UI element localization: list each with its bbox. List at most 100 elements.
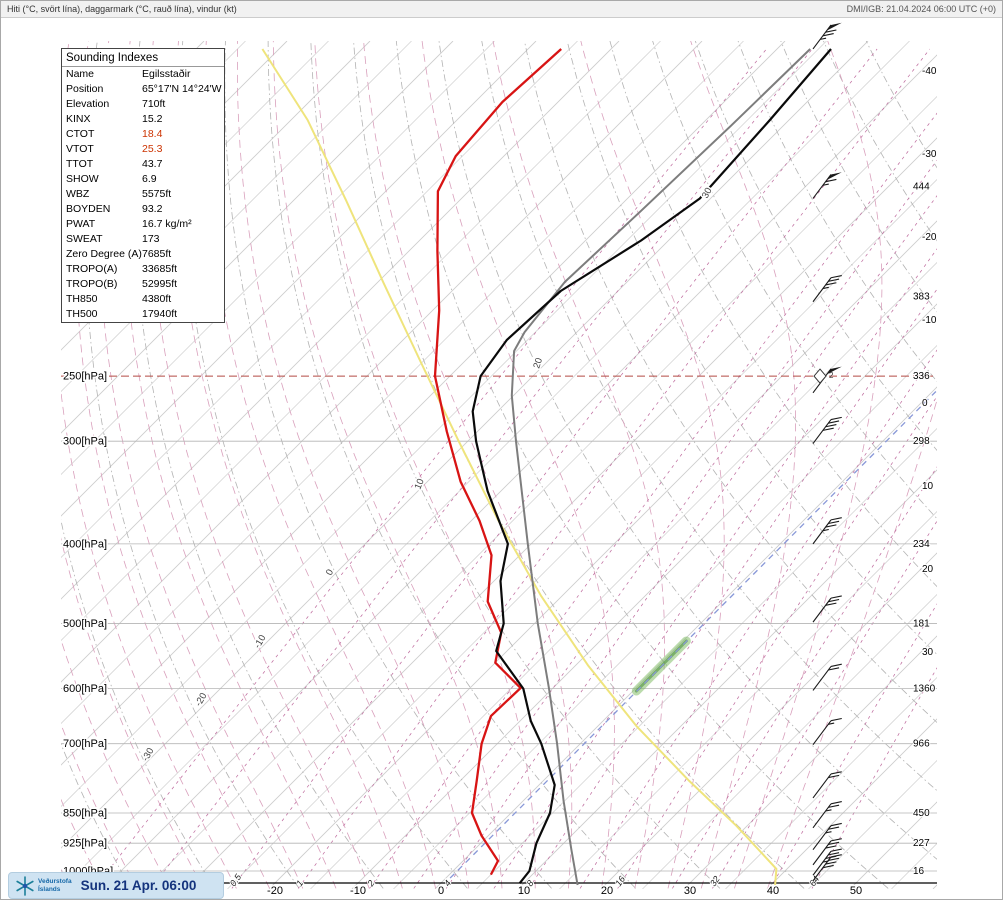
index-label: TROPO(A)	[66, 263, 118, 275]
index-label: TH850	[66, 293, 98, 305]
svg-text:30: 30	[922, 647, 934, 658]
source-timestamp: DMI/IGB: 21.04.2024 06:00 UTC (+0)	[846, 4, 996, 14]
svg-text:450: 450	[913, 808, 930, 819]
index-value: 33685ft	[142, 263, 178, 275]
index-label: CTOT	[66, 128, 95, 140]
svg-text:966: 966	[913, 739, 930, 750]
svg-text:-40: -40	[922, 66, 937, 77]
index-value: 18.4	[142, 128, 163, 140]
legend-text: Hiti (°C, svört lína), daggarmark (°C, r…	[7, 4, 237, 14]
svg-text:20: 20	[601, 885, 613, 897]
index-value: 93.2	[142, 203, 163, 215]
svg-text:64: 64	[807, 874, 821, 888]
svg-text:10: 10	[922, 481, 934, 492]
index-value: 710ft	[142, 98, 166, 110]
index-row-th500: TH500 17940ft	[62, 307, 224, 322]
svg-text:0: 0	[922, 398, 928, 409]
index-row-sweat: SWEAT 173	[62, 232, 224, 247]
svg-text:20: 20	[531, 356, 545, 369]
index-label: TH500	[66, 308, 98, 320]
svg-text:227: 227	[913, 838, 930, 849]
svg-text:700[hPa]: 700[hPa]	[63, 738, 107, 750]
svg-text:300[hPa]: 300[hPa]	[63, 436, 107, 448]
svg-text:1: 1	[294, 878, 305, 888]
wind-barb	[812, 663, 842, 691]
vedurstofa-logo-icon	[16, 875, 34, 896]
wind-barb	[812, 822, 842, 850]
svg-text:30: 30	[684, 885, 696, 897]
index-value: 25.3	[142, 143, 163, 155]
index-row-vtot: VTOT 25.3	[62, 142, 224, 157]
svg-text:0.5: 0.5	[228, 871, 244, 888]
sounding-indexes-rows: Name Egilsstaðir Position 65°17'N 14°24'W El…	[62, 67, 224, 322]
top-header-bar: Hiti (°C, svört lína), daggarmark (°C, r…	[1, 1, 1002, 18]
chart-grid	[61, 41, 937, 889]
svg-text:30: 30	[700, 186, 715, 201]
index-value: 16.7 kg/m²	[142, 218, 192, 230]
index-value: 7685ft	[142, 248, 172, 260]
wind-barb	[812, 801, 842, 829]
index-value: 4380ft	[142, 293, 172, 305]
wind-barb	[812, 275, 842, 303]
wind-barb	[812, 717, 842, 746]
svg-text:20: 20	[922, 564, 934, 575]
footer-datetime-bar[interactable]: Veðurstofa Íslands Sun. 21 Apr. 06:00	[8, 872, 224, 899]
index-row-ttot: TTOT 43.7	[62, 157, 224, 172]
svg-text:-10: -10	[252, 633, 268, 650]
index-label: TROPO(B)	[66, 278, 118, 290]
svg-text:-20: -20	[922, 232, 937, 243]
index-label: KINX	[66, 113, 91, 125]
svg-text:2: 2	[829, 371, 834, 380]
index-label: Elevation	[66, 98, 110, 110]
svg-text:4: 4	[442, 878, 453, 888]
index-label: TTOT	[66, 158, 94, 170]
svg-text:40: 40	[767, 885, 779, 897]
index-label: SHOW	[66, 173, 99, 185]
svg-text:444: 444	[913, 182, 930, 193]
logo-text: Veðurstofa Íslands	[38, 878, 72, 893]
tropopause-marker: 2	[813, 368, 834, 384]
svg-text:234: 234	[913, 539, 930, 550]
wind-barb	[812, 595, 842, 623]
index-row-kinx: KINX 15.2	[62, 112, 224, 127]
index-value: 65°17'N 14°24'W	[142, 83, 222, 95]
svg-text:-10: -10	[350, 885, 366, 897]
svg-text:336: 336	[913, 371, 930, 382]
index-row-tropo-a-: TROPO(A) 33685ft	[62, 262, 224, 277]
svg-text:0: 0	[438, 885, 444, 897]
svg-text:600[hPa]: 600[hPa]	[63, 683, 107, 695]
logo-line2: Íslands	[38, 885, 61, 893]
index-row-pwat: PWAT 16.7 kg/m²	[62, 217, 224, 232]
svg-text:-30: -30	[140, 746, 156, 763]
svg-text:-10: -10	[922, 315, 937, 326]
svg-text:-20: -20	[267, 885, 283, 897]
svg-text:400[hPa]: 400[hPa]	[63, 538, 107, 550]
index-value: Egilsstaðir	[142, 68, 191, 80]
index-row-tropo-b-: TROPO(B) 52995ft	[62, 277, 224, 292]
svg-text:500[hPa]: 500[hPa]	[63, 618, 107, 630]
svg-text:181: 181	[913, 619, 930, 630]
svg-text:-20: -20	[193, 691, 209, 708]
svg-text:16: 16	[913, 866, 925, 877]
index-label: WBZ	[66, 188, 90, 200]
index-row-zero-degree-a-: Zero Degree (A) 7685ft	[62, 247, 224, 262]
svg-text:250[hPa]: 250[hPa]	[63, 371, 107, 383]
wind-barb	[812, 172, 842, 199]
index-label: BOYDEN	[66, 203, 111, 215]
index-row-ctot: CTOT 18.4	[62, 127, 224, 142]
index-row-name: Name Egilsstaðir	[62, 67, 224, 82]
index-row-boyden: BOYDEN 93.2	[62, 202, 224, 217]
index-value: 15.2	[142, 113, 163, 125]
index-row-position: Position 65°17'N 14°24'W	[62, 82, 224, 97]
index-label: Name	[66, 68, 95, 80]
index-label: SWEAT	[66, 233, 103, 245]
index-label: VTOT	[66, 143, 94, 155]
svg-text:1360: 1360	[913, 684, 936, 695]
index-value: 52995ft	[142, 278, 178, 290]
datetime-label: Sun. 21 Apr. 06:00	[80, 878, 197, 893]
index-value: 173	[142, 233, 160, 245]
logo-line1: Veðurstofa	[38, 878, 72, 886]
sounding-indexes-panel: Sounding Indexes Name Egilsstaðir Position…	[61, 48, 225, 323]
svg-text:50: 50	[850, 885, 862, 897]
